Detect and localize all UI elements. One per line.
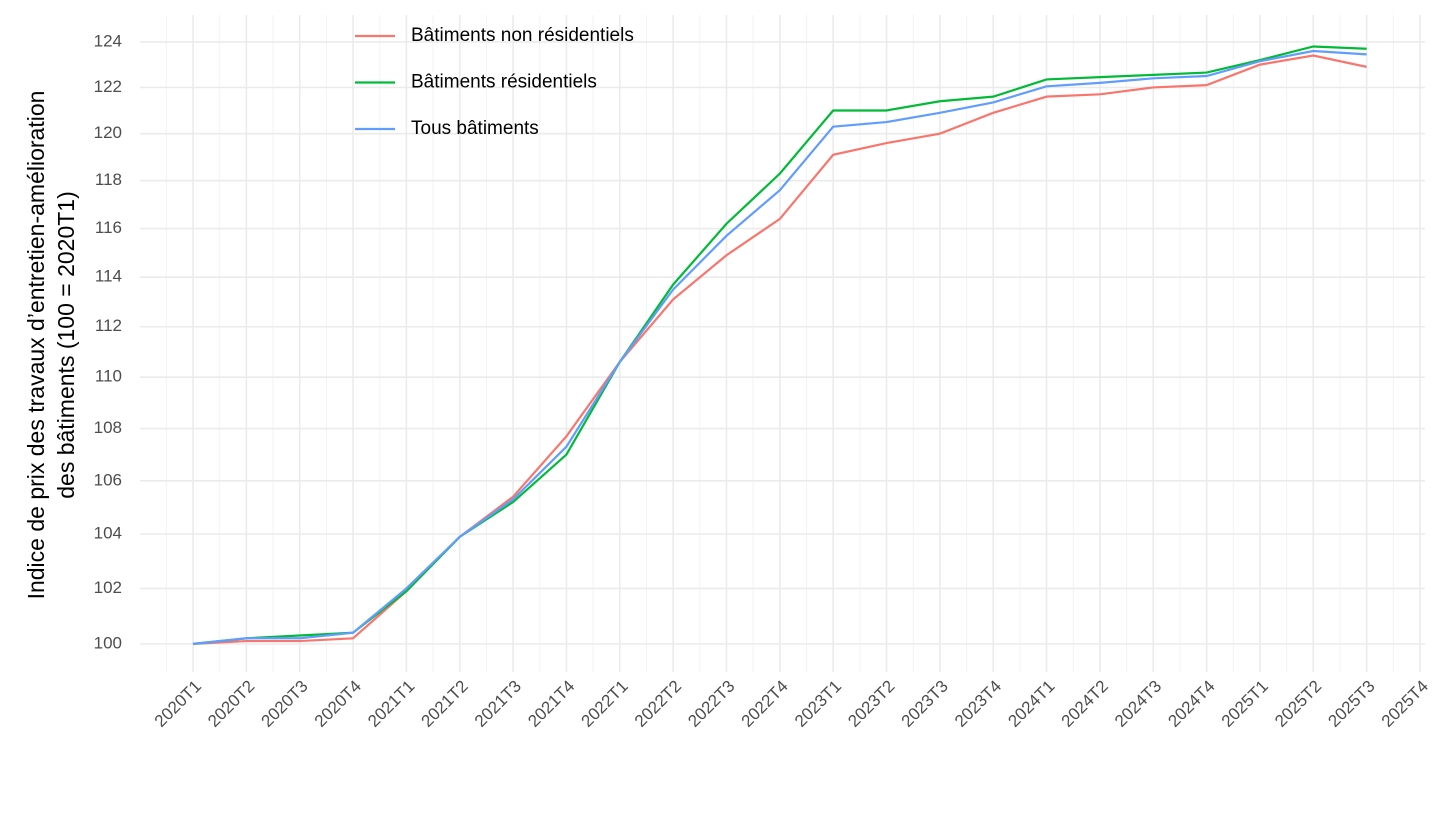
x-tick-label: 2021T3 xyxy=(471,677,525,731)
x-tick-label: 2020T1 xyxy=(151,677,205,731)
x-tick-label: 2024T4 xyxy=(1164,677,1218,731)
x-tick-label: 2022T2 xyxy=(631,677,685,731)
y-tick-label: 118 xyxy=(95,170,122,189)
y-tick-label: 116 xyxy=(95,218,122,237)
x-tick-label: 2022T3 xyxy=(684,677,738,731)
y-tick-label: 114 xyxy=(95,267,122,286)
y-tick-label: 108 xyxy=(94,418,122,437)
x-tick-label: 2023T2 xyxy=(844,677,898,731)
x-tick-label: 2025T4 xyxy=(1378,677,1432,731)
x-tick-label: 2023T3 xyxy=(898,677,952,731)
y-tick-label: 110 xyxy=(95,367,122,386)
y-axis-title: des bâtiments (100 = 2020T1) xyxy=(53,191,79,499)
y-tick-label: 100 xyxy=(94,633,122,652)
x-tick-label: 2023T4 xyxy=(951,677,1005,731)
legend-label: Tous bâtiments xyxy=(411,118,539,139)
x-tick-label: 2024T1 xyxy=(1004,677,1058,731)
y-tick-label: 102 xyxy=(94,578,122,597)
x-tick-label: 2024T3 xyxy=(1111,677,1165,731)
x-tick-label: 2025T2 xyxy=(1271,677,1325,731)
x-tick-label: 2022T1 xyxy=(578,677,632,731)
y-tick-label: 104 xyxy=(94,524,122,543)
y-tick-label: 122 xyxy=(94,77,122,96)
y-axis-title: Indice de prix des travaux d’entretien-a… xyxy=(23,91,49,600)
y-tick-label: 120 xyxy=(94,123,122,142)
x-tick-label: 2020T4 xyxy=(311,677,365,731)
x-tick-label: 2021T1 xyxy=(364,677,418,731)
x-tick-label: 2025T3 xyxy=(1324,677,1378,731)
y-tick-label: 106 xyxy=(94,470,122,489)
y-tick-label: 124 xyxy=(94,31,122,50)
x-tick-label: 2023T1 xyxy=(791,677,845,731)
x-tick-label: 2021T4 xyxy=(524,677,578,731)
series-line xyxy=(192,54,1367,645)
x-tick-label: 2022T4 xyxy=(738,677,792,731)
y-tick-label: 112 xyxy=(95,316,122,335)
x-tick-label: 2020T2 xyxy=(204,677,258,731)
legend-label: Bâtiments résidentiels xyxy=(411,72,597,93)
x-tick-label: 2025T1 xyxy=(1218,677,1272,731)
series-line xyxy=(192,49,1367,645)
x-tick-label: 2020T3 xyxy=(257,677,311,731)
legend-label: Bâtiments non résidentiels xyxy=(411,25,634,46)
series-line xyxy=(192,45,1367,645)
x-tick-label: 2021T2 xyxy=(418,677,472,731)
x-tick-label: 2024T2 xyxy=(1058,677,1112,731)
